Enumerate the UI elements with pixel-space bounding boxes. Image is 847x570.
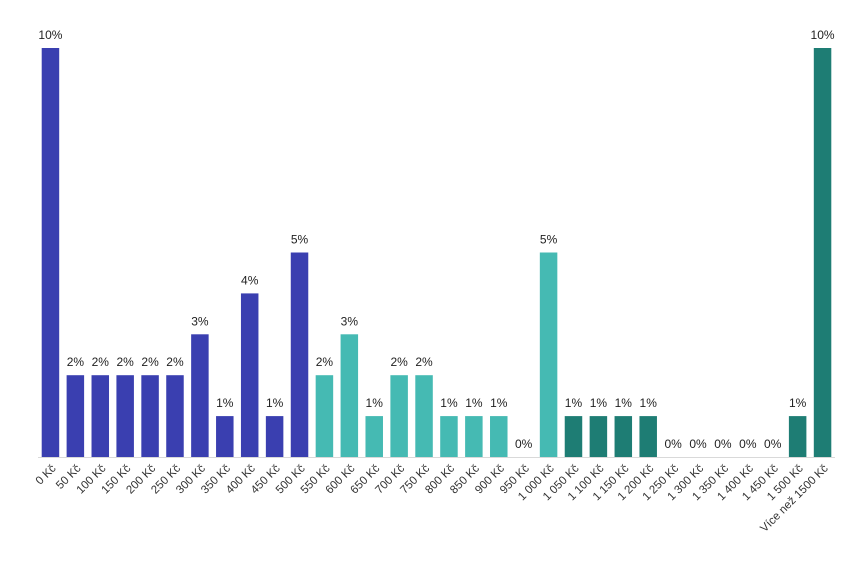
bar <box>216 416 234 457</box>
bar-value-label: 2% <box>92 355 110 369</box>
bar <box>91 375 110 457</box>
bar <box>116 375 134 457</box>
bar <box>589 416 608 457</box>
bar <box>415 375 433 457</box>
bar-value-label: 1% <box>490 396 508 410</box>
bar-value-label: 2% <box>116 355 134 369</box>
bar-value-label: 2% <box>141 355 159 369</box>
bar <box>166 375 184 457</box>
bar-value-label: 0% <box>515 437 533 451</box>
bar-value-label: 0% <box>689 437 707 451</box>
bar-value-label: 5% <box>540 233 558 247</box>
bar <box>813 48 832 457</box>
bar-value-label: 5% <box>291 233 309 247</box>
bar <box>365 416 383 457</box>
bar <box>465 416 483 457</box>
bar-value-label: 1% <box>789 396 807 410</box>
bar-value-label: 1% <box>590 396 608 410</box>
bar-value-label: 3% <box>341 314 359 328</box>
bar-value-label: 2% <box>390 355 408 369</box>
bar-value-label: 1% <box>440 396 458 410</box>
bar <box>240 293 259 457</box>
bar-value-label: 3% <box>191 314 209 328</box>
bar-value-label: 1% <box>366 396 384 410</box>
bar <box>41 48 60 457</box>
bar <box>340 334 359 457</box>
bar-value-label: 0% <box>764 437 782 451</box>
bars-group <box>41 48 832 457</box>
bar-value-label: 1% <box>640 396 658 410</box>
bar-value-label: 4% <box>241 273 259 287</box>
value-labels-group: 10% 2% 2% 2% 2% 2% 3% 1% 4% 1% 5% 2% 3% 1% 2% 2% 1% 1% 1% 0… <box>38 28 834 451</box>
bar <box>564 416 583 457</box>
bar-value-label: 1% <box>615 396 633 410</box>
bar <box>191 334 209 457</box>
bar <box>66 375 85 457</box>
bar-value-label: 1% <box>565 396 583 410</box>
bar-value-label: 10% <box>811 28 835 42</box>
bar-value-label: 1% <box>266 396 284 410</box>
bar <box>315 375 334 457</box>
bar-value-label: 2% <box>415 355 433 369</box>
bar-value-label: 10% <box>38 28 62 42</box>
bar <box>539 252 558 457</box>
bar-value-label: 2% <box>166 355 184 369</box>
bar <box>390 375 408 457</box>
bar <box>614 416 633 457</box>
bar-value-label: 1% <box>216 396 234 410</box>
bar <box>440 416 458 457</box>
bar <box>141 375 159 457</box>
bar <box>788 416 807 457</box>
bar <box>290 252 309 457</box>
bar-value-label: 0% <box>664 437 682 451</box>
bar <box>490 416 508 457</box>
bar <box>639 416 657 457</box>
bar-value-label: 2% <box>316 355 334 369</box>
bar-value-label: 0% <box>714 437 732 451</box>
bar-value-label: 2% <box>67 355 85 369</box>
bar-value-label: 1% <box>465 396 483 410</box>
bar-value-label: 0% <box>739 437 757 451</box>
bar <box>265 416 284 457</box>
